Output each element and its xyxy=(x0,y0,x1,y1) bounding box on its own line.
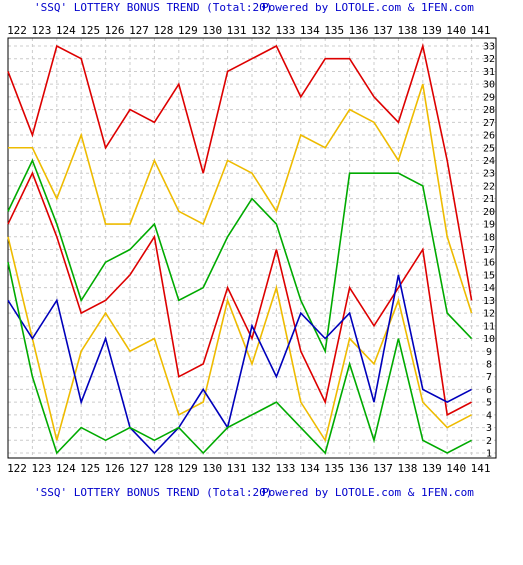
x-tick-label-top: 130 xyxy=(202,24,222,37)
y-tick-label: 27 xyxy=(483,118,495,129)
x-tick-label-bottom: 137 xyxy=(373,462,393,475)
x-tick-label-bottom: 122 xyxy=(7,462,27,475)
x-tick-label-top: 124 xyxy=(56,24,76,37)
x-tick-label-bottom: 126 xyxy=(105,462,125,475)
y-tick-label: 12 xyxy=(483,309,495,320)
y-tick-label: 30 xyxy=(483,80,495,91)
x-tick-label-top: 132 xyxy=(251,24,271,37)
x-tick-label-bottom: 133 xyxy=(275,462,295,475)
header-title-left: 'SSQ' LOTTERY BONUS TREND (Total:20) xyxy=(34,1,272,14)
y-tick-label: 15 xyxy=(483,270,495,281)
grid xyxy=(7,38,496,458)
y-tick-label: 31 xyxy=(483,67,495,78)
series-line-5 xyxy=(7,236,472,443)
x-tick-label-bottom: 130 xyxy=(202,462,222,475)
y-tick-label: 28 xyxy=(483,105,495,116)
series-line-6 xyxy=(7,274,472,455)
plot-border xyxy=(7,37,497,459)
series-line-3 xyxy=(7,158,473,354)
y-tick-label: 8 xyxy=(486,359,492,370)
x-tick-label-top: 128 xyxy=(153,24,173,37)
x-tick-label-top: 125 xyxy=(80,24,100,37)
y-tick-label: 20 xyxy=(483,207,495,218)
y-tick-label: 19 xyxy=(483,220,495,231)
x-tick-label-bottom: 124 xyxy=(56,462,76,475)
y-tick-label: 9 xyxy=(486,347,492,358)
y-tick-label: 3 xyxy=(486,423,492,434)
x-tick-label-top: 138 xyxy=(397,24,417,37)
y-tick-label: 23 xyxy=(483,169,495,180)
x-tick-label-bottom: 140 xyxy=(446,462,466,475)
y-tick-label: 5 xyxy=(486,398,492,409)
x-tick-label-top: 122 xyxy=(7,24,27,37)
y-tick-label: 6 xyxy=(486,385,492,396)
footer-title-left: 'SSQ' LOTTERY BONUS TREND (Total:20) xyxy=(34,486,272,499)
y-tick-label: 17 xyxy=(483,245,495,256)
y-tick-label: 7 xyxy=(486,372,492,383)
header-title-right: Powered by LOTOLE.com & 1FEN.com xyxy=(262,1,474,14)
y-tick-label: 22 xyxy=(483,181,495,192)
y-tick-label: 16 xyxy=(483,258,495,269)
x-tick-labels-bottom: 122 123 124 125 126 127 128 129 130 131 132 133 134 1… xyxy=(7,462,490,475)
x-tick-label-top: 129 xyxy=(178,24,198,37)
x-tick-label-bottom: 127 xyxy=(129,462,149,475)
y-tick-label: 33 xyxy=(483,42,495,53)
x-tick-label-top: 131 xyxy=(227,24,247,37)
x-tick-labels-top: 122 123 124 125 126 127 128 129 130 131 132 133 134 1… xyxy=(7,24,490,37)
series-line-1 xyxy=(7,42,473,301)
series-lines xyxy=(7,42,473,455)
x-tick-label-top: 139 xyxy=(422,24,442,37)
x-tick-label-top: 134 xyxy=(300,24,320,37)
x-tick-label-bottom: 141 xyxy=(471,462,491,475)
y-tick-label: 11 xyxy=(483,321,495,332)
series-line-2 xyxy=(8,83,473,314)
x-tick-label-top: 141 xyxy=(471,24,491,37)
series-line-7 xyxy=(7,262,472,455)
y-tick-label: 4 xyxy=(486,410,492,421)
y-tick-label: 21 xyxy=(483,194,495,205)
y-tick-label: 2 xyxy=(486,436,492,447)
y-tick-label: 29 xyxy=(483,92,495,103)
y-tick-label: 14 xyxy=(483,283,495,294)
x-tick-label-bottom: 139 xyxy=(422,462,442,475)
y-tick-label: 10 xyxy=(483,334,495,345)
y-tick-labels: 1234567891011121314151617181920212223242… xyxy=(483,42,495,460)
x-tick-label-bottom: 136 xyxy=(349,462,369,475)
x-tick-label-bottom: 125 xyxy=(80,462,100,475)
x-tick-label-top: 127 xyxy=(129,24,149,37)
x-tick-label-top: 126 xyxy=(105,24,125,37)
x-tick-label-bottom: 132 xyxy=(251,462,271,475)
y-tick-label: 18 xyxy=(483,232,495,243)
x-tick-label-top: 123 xyxy=(31,24,51,37)
x-tick-label-bottom: 135 xyxy=(324,462,344,475)
plot-frame xyxy=(7,37,497,459)
x-tick-label-top: 137 xyxy=(373,24,393,37)
x-tick-label-bottom: 128 xyxy=(153,462,173,475)
x-tick-label-bottom: 131 xyxy=(227,462,247,475)
x-tick-label-top: 135 xyxy=(324,24,344,37)
y-tick-label: 13 xyxy=(483,296,495,307)
x-tick-label-bottom: 138 xyxy=(397,462,417,475)
x-tick-label-top: 133 xyxy=(275,24,295,37)
x-tick-label-top: 136 xyxy=(349,24,369,37)
x-tick-label-bottom: 134 xyxy=(300,462,320,475)
y-tick-label: 26 xyxy=(483,131,495,142)
y-tick-label: 24 xyxy=(483,156,495,167)
x-tick-label-bottom: 123 xyxy=(31,462,51,475)
y-tick-label: 1 xyxy=(486,449,492,460)
x-tick-label-top: 140 xyxy=(446,24,466,37)
x-tick-label-bottom: 129 xyxy=(178,462,198,475)
y-tick-label: 32 xyxy=(483,54,495,65)
footer-title-right: Powered by LOTOLE.com & 1FEN.com xyxy=(262,486,474,499)
y-tick-label: 25 xyxy=(483,143,495,154)
